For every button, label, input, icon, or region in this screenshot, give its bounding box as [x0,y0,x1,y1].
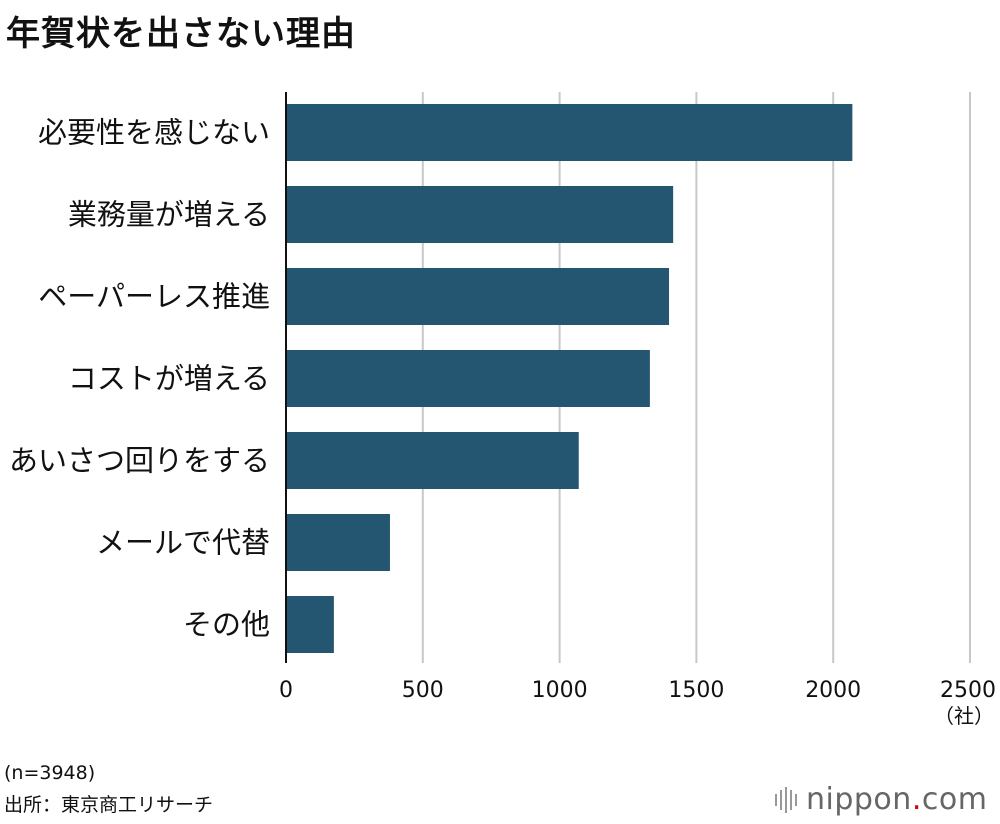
bar-2 [286,268,670,325]
category-label-6: その他 [183,608,270,642]
bar-5 [286,514,390,571]
bar-0 [286,104,853,161]
x-tick-label-1000: 1000 [532,678,588,703]
logo-dot: . [911,782,922,817]
chart-title: 年賀状を出さない理由 [6,14,356,54]
x-tick-label-2000: 2000 [805,678,861,703]
sample-size-note: (n=3948) [4,762,96,784]
source-note: 出所：東京商工リサーチ [4,794,214,816]
logo-text: nippon.com [806,782,987,817]
category-label-5: メールで代替 [96,526,270,560]
nippon-logo-bars-icon [775,786,800,813]
x-tick-label-1500: 1500 [668,678,724,703]
category-label-1: 業務量が増える [68,198,270,232]
x-tick-label-2500: 2500 [940,678,996,703]
x-tick-label-0: 0 [279,678,293,703]
category-label-4: あいさつ回りをする [9,444,270,478]
category-label-2: ペーパーレス推進 [38,280,270,314]
bar-3 [286,350,650,407]
logo-suffix: com [921,782,988,817]
x-tick-label-500: 500 [402,678,444,703]
bar-1 [286,186,674,243]
logo-name: nippon [806,782,912,817]
category-label-0: 必要性を感じない [38,116,270,150]
x-unit-label: （社） [934,704,994,728]
bar-chart: 必要性を感じない業務量が増えるペーパーレス推進コストが増えるあいさつ回りをするメ… [9,92,996,728]
bar-6 [286,596,334,653]
nippon-logo: nippon.com [775,782,987,817]
bar-4 [286,432,579,489]
category-label-3: コストが増える [68,362,270,396]
